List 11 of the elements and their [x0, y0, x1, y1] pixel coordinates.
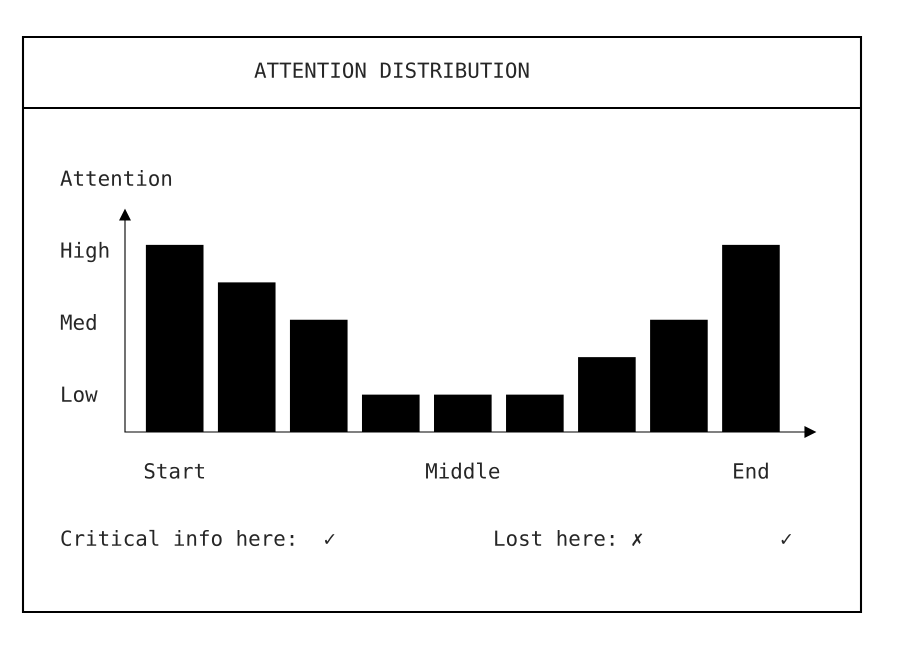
text: Low	[62, 386, 98, 402]
text: Lost here: ✗	[495, 530, 642, 546]
x-tick-label: Middle	[426, 462, 500, 479]
text: High	[61, 242, 108, 262]
x-tick-label: Start	[144, 463, 204, 479]
chart-title: ATTENTION DISTRIBUTION	[254, 62, 529, 78]
y-axis-title: Attention	[60, 170, 172, 186]
text: Med	[60, 314, 96, 330]
x-tick-label: End	[734, 462, 768, 479]
text: Critical info here: ✓	[61, 530, 334, 546]
text: ✓	[782, 534, 791, 544]
